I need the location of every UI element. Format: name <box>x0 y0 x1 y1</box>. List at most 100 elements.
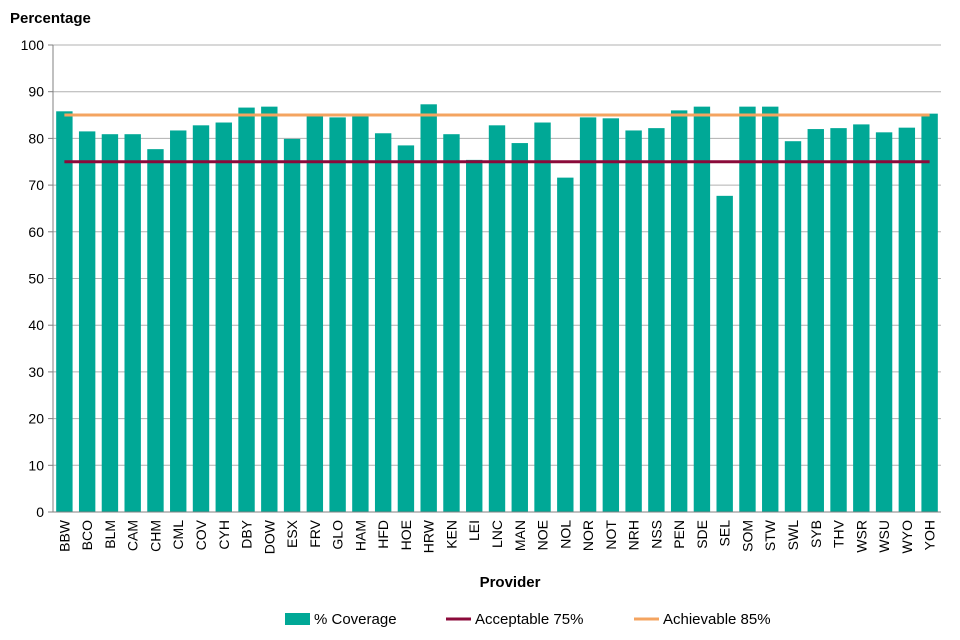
bar-syb <box>807 129 824 512</box>
bar-nol <box>557 177 574 513</box>
x-tick-label: CAM <box>125 520 141 551</box>
x-tick-label: BLM <box>102 520 118 549</box>
x-tick-label: WYO <box>899 520 915 554</box>
x-tick-label: PEN <box>671 520 687 549</box>
x-tick-label: YOH <box>922 520 938 550</box>
y-tick-label: 100 <box>21 37 45 53</box>
bar-dby <box>238 107 255 512</box>
x-tick-label: ESX <box>284 519 300 548</box>
bar-man <box>511 143 528 512</box>
x-tick-label: MAN <box>512 520 528 551</box>
x-tick-label: NRH <box>626 520 642 550</box>
x-tick-label: GLO <box>330 520 346 550</box>
x-tick-label: KEN <box>443 520 459 549</box>
bar-lnc <box>488 125 506 512</box>
x-tick-label: NOT <box>603 520 619 550</box>
x-tick-label: FRV <box>307 519 323 547</box>
bar-noe <box>534 122 551 512</box>
x-tick-label: LNC <box>489 520 505 548</box>
bar-wsr <box>853 124 870 512</box>
bar-cyh <box>215 122 232 512</box>
bar-sel <box>716 195 733 512</box>
bars <box>56 104 938 513</box>
x-tick-label: NSS <box>648 520 664 549</box>
y-tick-label: 10 <box>28 457 44 473</box>
x-tick-label: SEL <box>717 520 733 547</box>
x-tick-label: CYH <box>216 520 232 550</box>
bar-sde <box>693 106 711 513</box>
axes <box>52 45 941 513</box>
x-tick-label: DOW <box>261 519 277 554</box>
y-tick-label: 70 <box>28 177 44 193</box>
bar-ken <box>443 134 460 512</box>
y-tick-label: 30 <box>28 364 44 380</box>
x-tick-label: LEI <box>466 520 482 541</box>
bar-nor <box>579 117 597 512</box>
y-tick-label: 60 <box>28 224 44 240</box>
x-tick-label: SDE <box>694 520 710 549</box>
x-tick-label: WSR <box>853 520 869 553</box>
bar-hoe <box>397 145 415 512</box>
bar-bco <box>78 131 96 512</box>
bar-swl <box>784 141 802 512</box>
bar-frv <box>306 115 324 513</box>
x-tick-label: NOE <box>535 520 551 550</box>
x-tick-label: STW <box>762 519 778 551</box>
bar-bbw <box>56 111 73 513</box>
x-tick-label: SYB <box>808 520 824 548</box>
x-tick-label: SOM <box>739 520 755 552</box>
bar-hfd <box>374 133 392 512</box>
x-tick-label: COV <box>193 519 209 550</box>
y-tick-label: 0 <box>36 504 44 520</box>
y-tick-label: 80 <box>28 130 44 146</box>
x-tick-label: BBW <box>56 519 72 552</box>
bar-blm <box>101 134 119 512</box>
legend-swatch-coverage <box>285 613 310 625</box>
y-axis-title: Percentage <box>10 10 91 27</box>
bar-dow <box>261 106 278 513</box>
x-tick-label: WSU <box>876 520 892 553</box>
bar-hrw <box>420 104 437 513</box>
bar-stw <box>762 106 779 513</box>
bar-som <box>739 106 756 513</box>
x-tick-label: CHM <box>147 520 163 552</box>
bar-ham <box>352 115 369 513</box>
legend: % Coverage Acceptable 75% Achievable 85% <box>285 611 771 628</box>
bar-cml <box>170 130 187 512</box>
bar-nrh <box>625 130 642 512</box>
y-tick-labels: 0 10 20 30 40 50 60 70 80 90 100 <box>21 37 45 520</box>
bar-yoh <box>921 113 938 513</box>
x-tick-label: CML <box>170 520 186 550</box>
x-axis-title: Provider <box>480 574 541 591</box>
bar-nss <box>648 128 665 512</box>
x-tick-label: HRW <box>421 519 437 553</box>
reference-lines <box>64 113 930 164</box>
x-tick-label: THV <box>831 519 847 548</box>
x-tick-label: HFD <box>375 520 391 549</box>
y-tick-label: 20 <box>28 411 44 427</box>
legend-label: % Coverage <box>314 611 397 628</box>
y-tick-label: 50 <box>28 271 44 287</box>
x-tick-label: DBY <box>239 519 255 548</box>
bar-lei <box>466 159 483 512</box>
legend-label: Achievable 85% <box>663 611 771 628</box>
x-tick-labels: BBW BCO BLM CAM CHM CML COV CYH DBY DOW ESX FRV GLO H… <box>56 519 937 554</box>
bar-wsu <box>875 132 893 513</box>
bar-cam <box>124 134 141 512</box>
bar-esx <box>283 138 301 512</box>
bar-pen <box>670 110 688 512</box>
y-tick-label: 90 <box>28 84 44 100</box>
x-tick-label: NOL <box>557 520 573 549</box>
bar-not <box>602 118 620 512</box>
bar-thv <box>830 128 847 512</box>
x-tick-label: BCO <box>79 520 95 550</box>
y-tick-label: 40 <box>28 317 44 333</box>
x-tick-label: HAM <box>352 520 368 551</box>
bar-cov <box>192 125 210 512</box>
bar-chm <box>147 149 164 513</box>
x-tick-label: HOE <box>398 520 414 550</box>
x-tick-label: NOR <box>580 520 596 551</box>
x-tick-label: SWL <box>785 520 801 551</box>
bar-glo <box>329 117 346 512</box>
